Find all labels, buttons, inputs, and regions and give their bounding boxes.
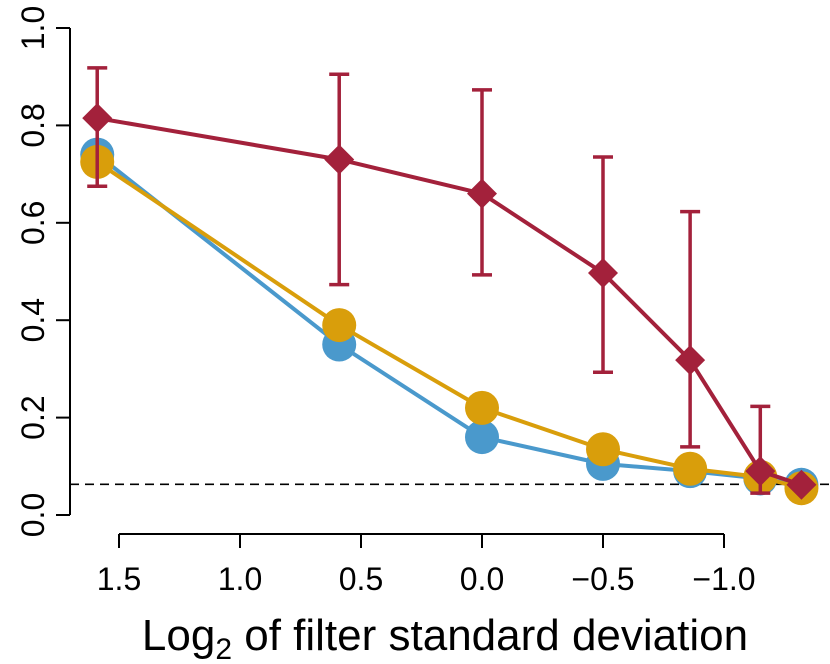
y-tick-label: 0.0 xyxy=(15,493,51,537)
series-group xyxy=(80,137,819,502)
data-point xyxy=(324,144,355,175)
data-point xyxy=(673,451,708,486)
data-point xyxy=(467,178,497,209)
x-axis-title: Log2 of filter standard deviation xyxy=(142,611,748,664)
y-tick-label: 1.0 xyxy=(15,6,51,50)
y-tick-label: 0.8 xyxy=(15,103,51,147)
y-axis-ticks: 0.0 0.2 0.4 0.6 0.8 1.0 xyxy=(15,6,70,537)
data-point xyxy=(745,456,776,487)
x-tick-label: 1.5 xyxy=(97,561,141,597)
x-axis-title-subscript: 2 xyxy=(215,633,232,664)
series-line xyxy=(96,116,803,487)
series-line xyxy=(95,153,802,487)
data-point xyxy=(675,345,706,376)
x-tick-label: 0.0 xyxy=(460,561,504,597)
plot-area xyxy=(70,66,830,506)
data-point xyxy=(588,257,618,288)
x-axis-title-rest: of filter standard deviation xyxy=(232,611,748,660)
series-group xyxy=(82,66,817,500)
data-point xyxy=(322,308,357,343)
x-axis-ticks: 1.5 1.0 0.5 0.0 −0.5 −1.0 xyxy=(97,534,756,597)
x-tick-label: 1.0 xyxy=(218,561,262,597)
y-tick-label: 0.6 xyxy=(15,201,51,245)
data-point xyxy=(82,103,113,134)
y-tick-label: 0.2 xyxy=(15,395,51,439)
series-group xyxy=(80,144,819,506)
data-point xyxy=(465,390,499,425)
y-tick-label: 0.4 xyxy=(15,298,51,342)
data-point xyxy=(586,432,620,467)
x-tick-label: −1.0 xyxy=(692,561,755,597)
data-point xyxy=(465,420,499,455)
x-tick-label: −0.5 xyxy=(571,561,634,597)
data-point xyxy=(786,469,817,500)
x-axis-title-main: Log xyxy=(142,611,215,660)
x-tick-label: 0.5 xyxy=(339,561,383,597)
